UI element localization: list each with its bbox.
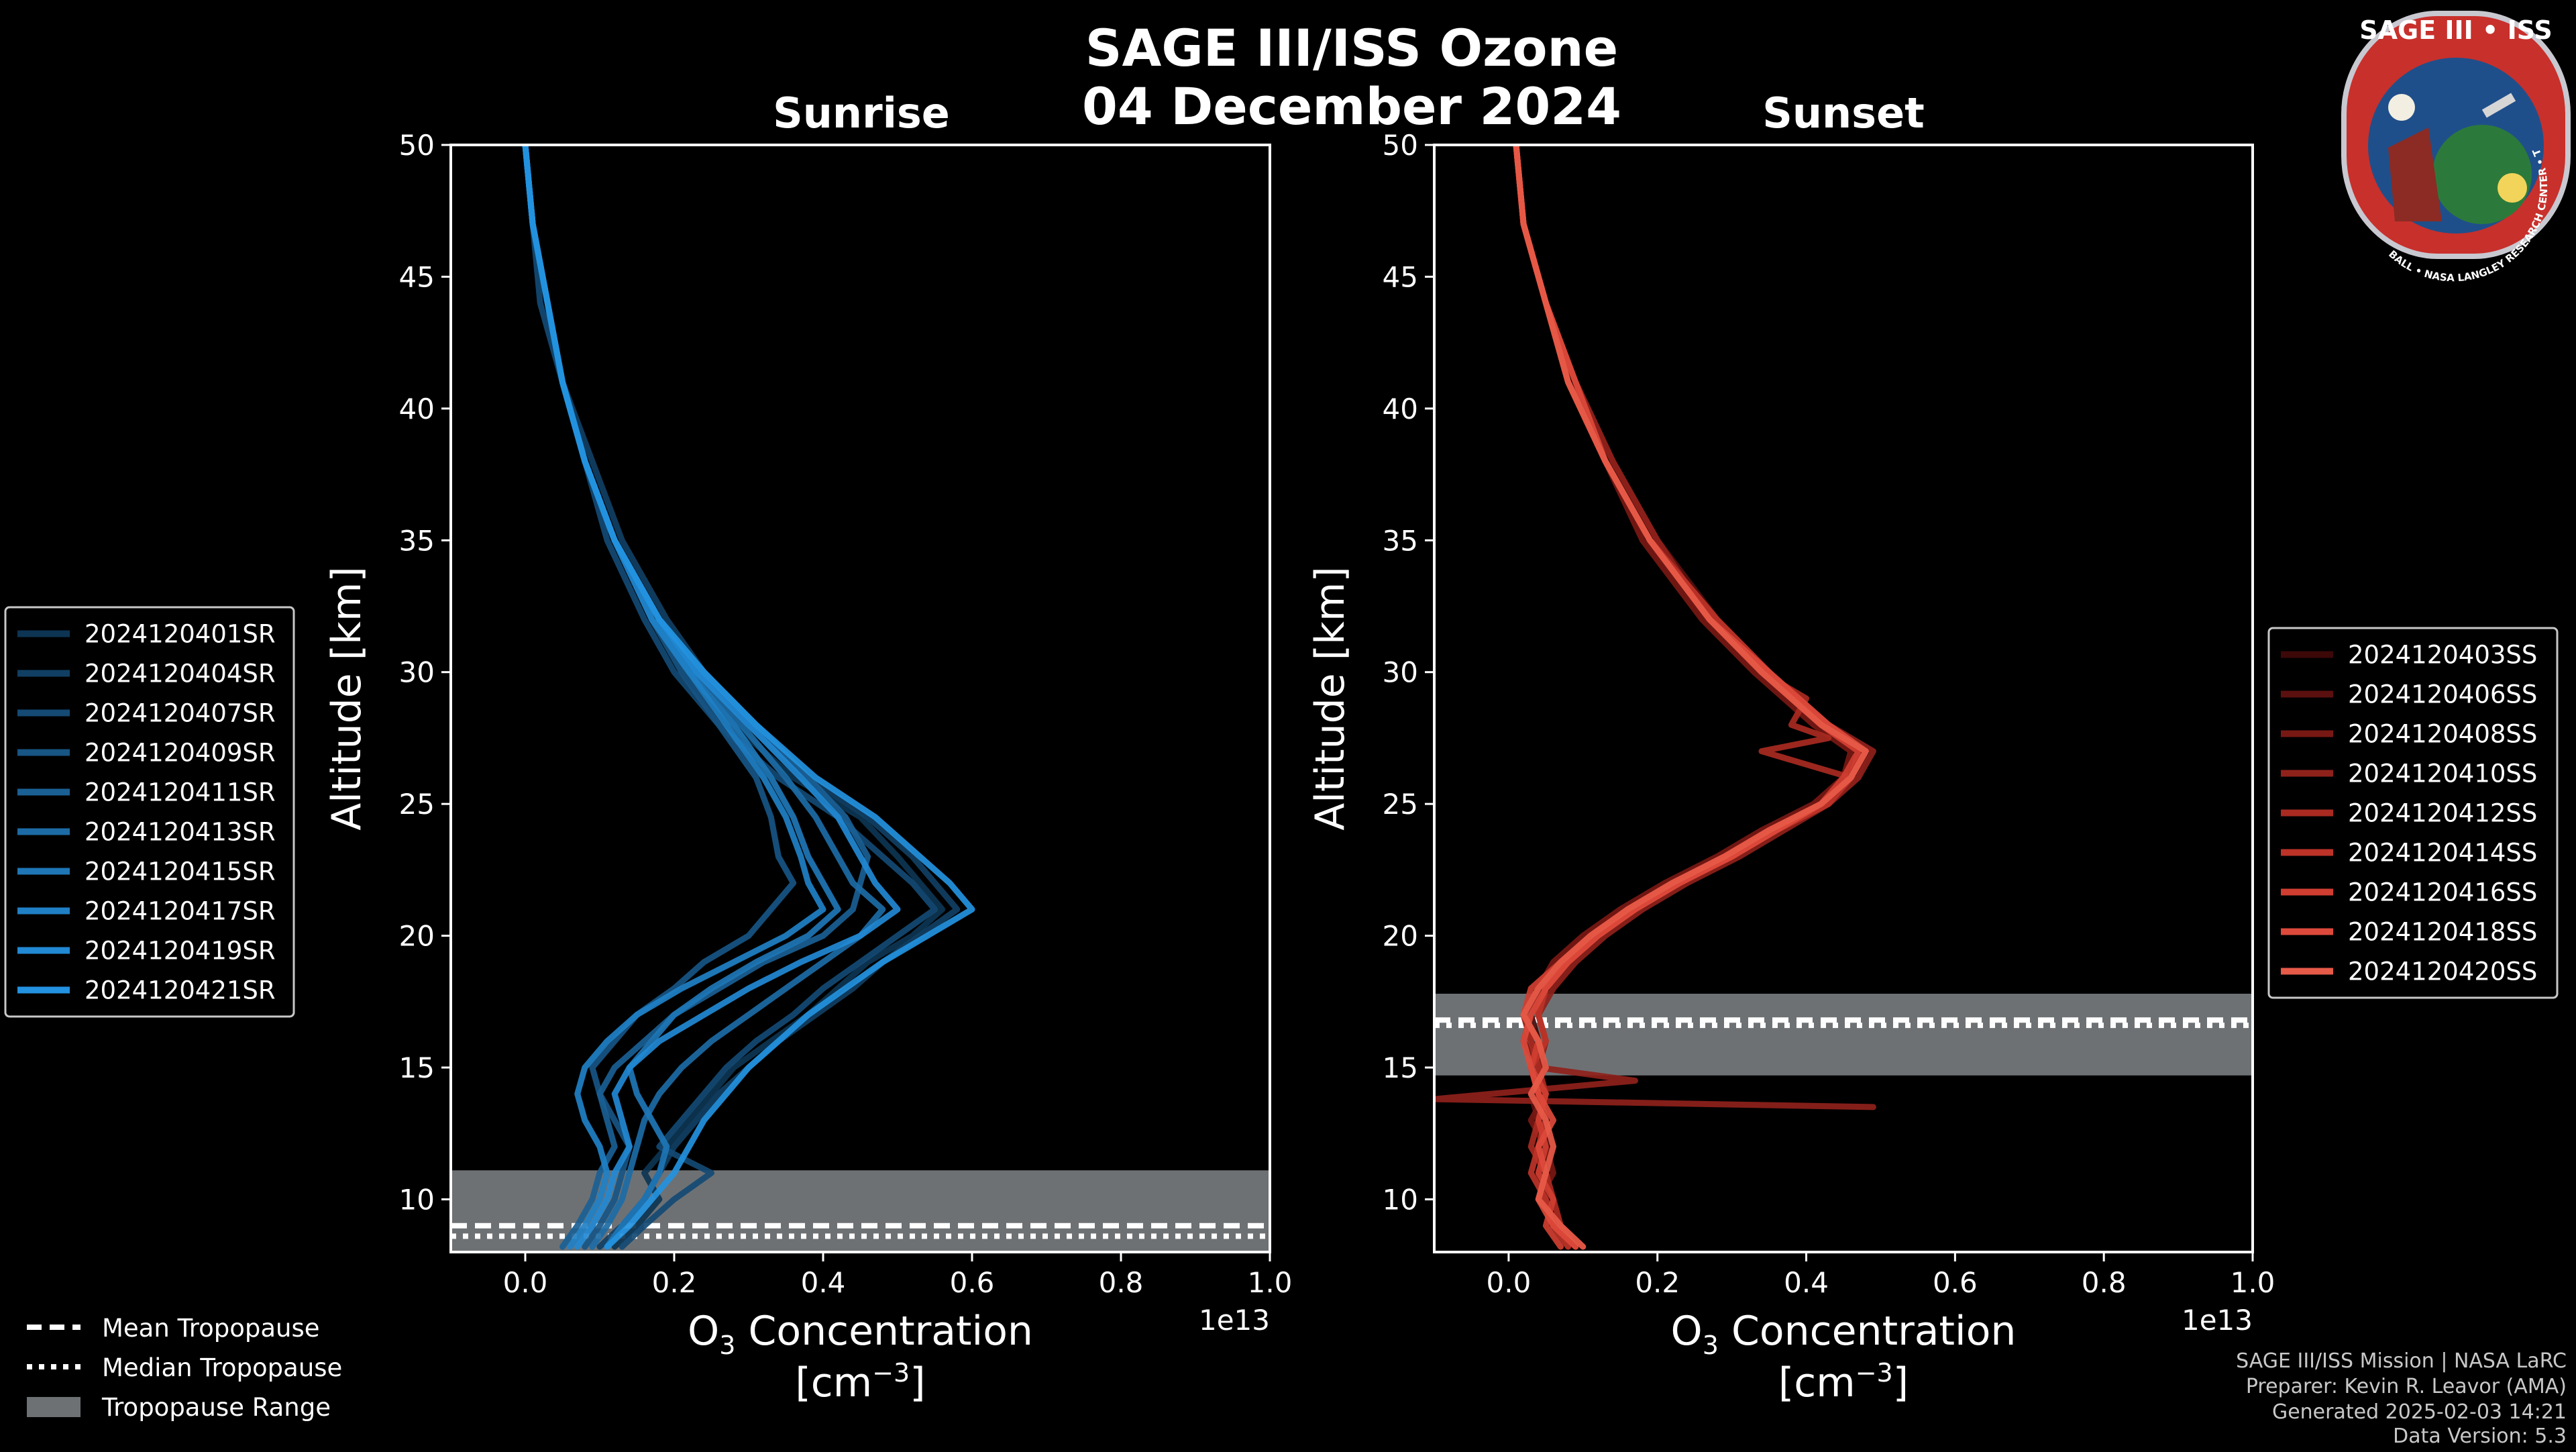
sunrise-legend-label: 2024120401SR: [85, 620, 276, 649]
figure-title-line2: 04 December 2024: [1082, 76, 1621, 136]
sunrise-legend-box: [4, 606, 295, 1018]
tropopause-range-label: Tropopause Range: [101, 1393, 331, 1422]
sunset-ytick-label: 20: [1383, 920, 1418, 953]
sunset-xlabel: O3 Concentration: [1671, 1308, 2017, 1360]
sunset-xtick-label: 1.0: [2231, 1266, 2275, 1299]
space-station-icon: [2481, 93, 2516, 118]
sunrise-xtick-label: 0.0: [503, 1266, 548, 1299]
figure-title-line1: SAGE III/ISS Ozone: [1085, 18, 1618, 78]
sunset-legend-label: 2024120408SS: [2348, 720, 2537, 749]
footer-data-version: Data Version: 5.3: [2393, 1424, 2567, 1448]
sunset-legend-label: 2024120410SS: [2348, 760, 2537, 788]
sunrise-ytick-label: 20: [399, 920, 435, 953]
sunset-legend-label: 2024120406SS: [2348, 680, 2537, 709]
sunset-ytick-label: 30: [1383, 656, 1418, 689]
sunset-panel-title: Sunset: [1762, 89, 1925, 138]
sunset-ytick-label: 25: [1383, 788, 1418, 821]
sunrise-legend-label: 2024120421SR: [85, 976, 276, 1005]
sunset-ytick-label: 35: [1383, 524, 1418, 557]
sunset-legend-box: [2267, 627, 2559, 999]
astronomer-figure-icon: [2388, 127, 2442, 221]
sunrise-panel-title: Sunrise: [773, 89, 950, 138]
sunrise-ytick-label: 35: [399, 524, 435, 557]
sunrise-legend-label: 2024120413SR: [85, 818, 276, 847]
sunrise-ytick-label: 30: [399, 656, 435, 689]
footer-generated: Generated 2025-02-03 14:21: [2272, 1400, 2567, 1424]
footer-preparer: Preparer: Kevin R. Leavor (AMA): [2246, 1375, 2567, 1398]
sunrise-xtick-label: 0.8: [1099, 1266, 1144, 1299]
sunset-xtick-label: 0.4: [1784, 1266, 1829, 1299]
sun-icon: [2498, 173, 2527, 203]
sunset-legend-label: 2024120414SS: [2348, 839, 2537, 868]
sunset-series-2024120410SS: [1434, 145, 1876, 1110]
sunset-series-2024120406SS: [1513, 145, 1869, 1250]
sunrise-legend-label: 2024120411SR: [85, 778, 276, 807]
sunrise-plot: 0.0 0.2 0.4 0.6 0.8 1.0 10 15 20 25 30 35 40 45 50 1e13…: [323, 129, 1292, 1406]
sunrise-series-2024120404SR: [522, 145, 961, 1250]
sunset-plot-area: [1434, 145, 2253, 1250]
sunrise-xtick-label: 0.4: [801, 1266, 846, 1299]
sunset-axes-frame: [1433, 144, 2254, 1253]
sunrise-legend-label: 2024120409SR: [85, 739, 276, 768]
sunrise-ylabel: Altitude [km]: [323, 566, 370, 831]
sunset-tropopause-range-band: [1434, 994, 2253, 1076]
sunrise-xtick-label: 0.2: [652, 1266, 697, 1299]
sunrise-x-offset-text: 1e13: [1199, 1304, 1270, 1337]
sunrise-ytick-label: 45: [399, 260, 435, 293]
sunrise-ytick-label: 25: [399, 788, 435, 821]
sunset-ytick-label: 45: [1383, 260, 1418, 293]
tropopause-range-swatch: [27, 1397, 80, 1417]
sunset-series-2024120418SS: [1513, 145, 1869, 1250]
sunrise-series-2024120415SR: [522, 145, 841, 1250]
sunrise-legend-label: 2024120419SR: [85, 937, 276, 966]
sunset-x-offset-text: 1e13: [2182, 1304, 2253, 1337]
sunrise-ytick-label: 15: [399, 1051, 435, 1084]
sunrise-ytick-label: 40: [399, 393, 435, 425]
sunset-xtick-label: 0.2: [1635, 1266, 1680, 1299]
mean-tropopause-label: Mean Tropopause: [102, 1314, 320, 1343]
sunrise-legend-label: 2024120404SR: [85, 660, 276, 688]
sunset-legend: 2024120403SS 2024120406SS 2024120408SS 2024…: [2267, 627, 2559, 999]
sunset-legend-label: 2024120418SS: [2348, 918, 2537, 947]
sunset-legend-label: 2024120416SS: [2348, 878, 2537, 907]
sunset-ytick-label: 50: [1383, 129, 1418, 162]
sunset-series-2024120412SS: [1513, 145, 1854, 1250]
sunset-ytick-label: 15: [1383, 1051, 1418, 1084]
sunrise-series-2024120409SR: [522, 145, 797, 1250]
sunrise-axes-frame: [449, 144, 1271, 1253]
footer-mission: SAGE III/ISS Mission | NASA LaRC: [2236, 1349, 2567, 1373]
sunrise-series-2024120421SR: [522, 145, 975, 1250]
sunrise-ytick-label: 10: [399, 1183, 435, 1216]
sunset-plot: 0.0 0.2 0.4 0.6 0.8 1.0 10 15 20 25 30 35 40 45 50 1e13…: [1307, 129, 2275, 1406]
footer-credits: SAGE III/ISS Mission | NASA LaRC Prepare…: [2236, 1349, 2567, 1448]
sunset-legend-label: 2024120412SS: [2348, 799, 2537, 828]
logo-title: SAGE III • ISS: [2359, 15, 2553, 45]
sunrise-legend: 2024120401SR 2024120404SR 2024120407SR 2024…: [4, 606, 295, 1018]
sunrise-xtick-label: 0.6: [950, 1266, 995, 1299]
sunset-legend-label: 2024120420SS: [2348, 957, 2537, 986]
sunset-xtick-label: 0.8: [2082, 1266, 2127, 1299]
sunrise-plot-area: [451, 145, 1270, 1252]
sunrise-ytick-label: 50: [399, 129, 435, 162]
tropopause-legend: Mean Tropopause Median Tropopause Tropop…: [27, 1314, 342, 1422]
sunset-ylabel: Altitude [km]: [1307, 566, 1354, 831]
moon-icon: [2388, 94, 2415, 121]
sunrise-legend-label: 2024120415SR: [85, 858, 276, 886]
sunrise-series-2024120417SR: [522, 145, 826, 1250]
sunset-xtick-label: 0.6: [1933, 1266, 1978, 1299]
sunrise-xlabel: O3 Concentration: [688, 1308, 1033, 1360]
sunset-series-2024120420SS: [1513, 145, 1869, 1250]
sunrise-xtick-label: 1.0: [1248, 1266, 1293, 1299]
sunrise-xlabel-unit: [cm−3]: [795, 1358, 925, 1406]
sunrise-legend-label: 2024120407SR: [85, 699, 276, 728]
sunset-ytick-label: 10: [1383, 1183, 1418, 1216]
sunset-legend-label: 2024120403SS: [2348, 641, 2537, 670]
sunrise-legend-label: 2024120417SR: [85, 897, 276, 926]
median-tropopause-label: Median Tropopause: [102, 1353, 342, 1382]
sunset-xlabel-unit: [cm−3]: [1778, 1358, 1909, 1406]
sunset-xtick-label: 0.0: [1487, 1266, 1532, 1299]
sunset-ytick-label: 40: [1383, 393, 1418, 425]
